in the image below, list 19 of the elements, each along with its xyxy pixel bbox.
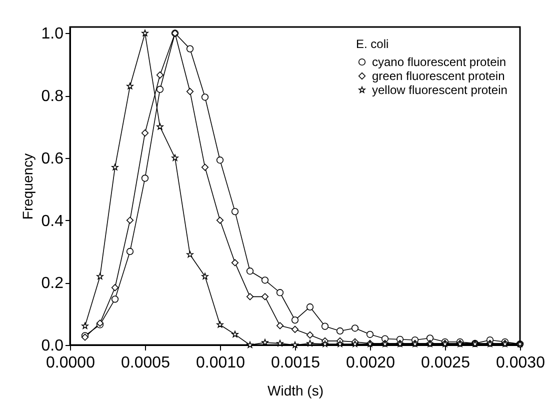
legend-label: green fluorescent protein <box>372 69 505 83</box>
y-tick-label: 1.0 <box>41 26 64 43</box>
y-tick-label: 0.2 <box>41 275 64 292</box>
legend-label: cyano fluorescent protein <box>372 55 506 69</box>
x-tick-label: 0.0000 <box>46 354 96 372</box>
y-tick-label: 0.4 <box>41 212 64 230</box>
y-axis-title: Frequency <box>19 153 36 220</box>
y-tick-label: 0.6 <box>41 150 64 168</box>
legend-title: E. coli <box>356 37 389 51</box>
x-tick-label: 0.0015 <box>271 354 320 372</box>
x-tick-label: 0.0020 <box>346 354 396 372</box>
x-tick-label: 0.0010 <box>196 354 246 372</box>
y-tick-label: 0.0 <box>41 338 64 354</box>
x-tick-label: 0.0005 <box>121 354 170 372</box>
x-tick-label: 0.0030 <box>496 354 546 372</box>
y-tick-label: 0.8 <box>41 88 64 106</box>
x-tick-label: 0.0025 <box>421 354 470 372</box>
legend-label: yellow fluorescent protein <box>372 83 508 97</box>
x-axis-title: Width (s) <box>268 382 324 398</box>
